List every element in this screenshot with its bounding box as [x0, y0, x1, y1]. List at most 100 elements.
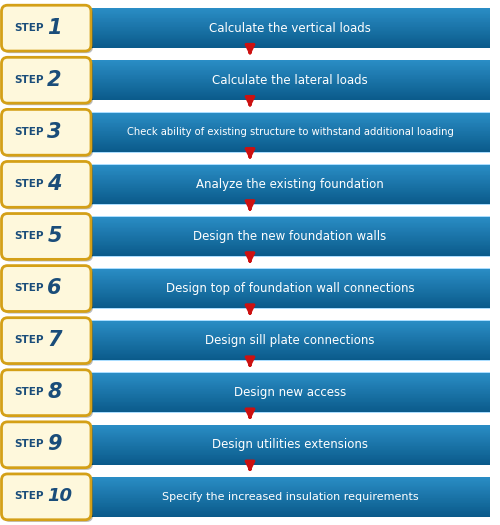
- Bar: [10, 355, 490, 356]
- Bar: [10, 250, 490, 251]
- Bar: [10, 356, 490, 357]
- Text: 1: 1: [47, 18, 62, 38]
- Text: STEP: STEP: [14, 231, 44, 241]
- Bar: [10, 234, 490, 235]
- Bar: [10, 11, 490, 12]
- Bar: [10, 327, 490, 328]
- Bar: [10, 65, 490, 66]
- Bar: [10, 333, 490, 334]
- Bar: [10, 96, 490, 97]
- Bar: [10, 202, 490, 203]
- Bar: [10, 332, 490, 333]
- Bar: [10, 116, 490, 117]
- Bar: [10, 174, 490, 175]
- Bar: [10, 406, 490, 407]
- Bar: [10, 138, 490, 139]
- Bar: [10, 401, 490, 402]
- Bar: [10, 335, 490, 336]
- Bar: [10, 290, 490, 291]
- Bar: [10, 511, 490, 512]
- Bar: [10, 33, 490, 34]
- Text: STEP: STEP: [14, 335, 44, 345]
- FancyBboxPatch shape: [2, 57, 91, 103]
- Bar: [10, 87, 490, 88]
- Bar: [10, 293, 490, 294]
- Bar: [10, 36, 490, 37]
- Bar: [10, 354, 490, 355]
- Bar: [10, 12, 490, 13]
- Bar: [10, 387, 490, 388]
- Bar: [10, 43, 490, 44]
- Bar: [10, 494, 490, 495]
- Bar: [10, 94, 490, 95]
- Bar: [10, 13, 490, 14]
- Bar: [10, 408, 490, 409]
- Bar: [10, 90, 490, 91]
- Bar: [10, 463, 490, 464]
- Bar: [10, 66, 490, 67]
- Bar: [10, 499, 490, 500]
- Bar: [10, 127, 490, 128]
- Text: 2: 2: [47, 70, 62, 90]
- Bar: [10, 301, 490, 302]
- Bar: [10, 99, 490, 100]
- Bar: [10, 134, 490, 135]
- FancyBboxPatch shape: [4, 268, 93, 313]
- Bar: [10, 229, 490, 230]
- Bar: [10, 307, 490, 308]
- Bar: [10, 168, 490, 169]
- Bar: [10, 25, 490, 26]
- Bar: [10, 487, 490, 488]
- Bar: [10, 395, 490, 396]
- Bar: [10, 449, 490, 450]
- Bar: [10, 187, 490, 188]
- Bar: [10, 219, 490, 220]
- Bar: [10, 372, 490, 373]
- Text: 4: 4: [47, 174, 62, 194]
- Bar: [10, 296, 490, 297]
- Bar: [10, 231, 490, 232]
- Bar: [10, 69, 490, 70]
- Bar: [10, 35, 490, 36]
- Bar: [10, 80, 490, 81]
- Bar: [10, 122, 490, 123]
- FancyBboxPatch shape: [2, 422, 91, 468]
- Bar: [10, 68, 490, 69]
- Text: 9: 9: [47, 434, 62, 454]
- Bar: [10, 308, 490, 309]
- Text: 5: 5: [47, 226, 62, 246]
- Bar: [10, 204, 490, 205]
- Bar: [10, 268, 490, 269]
- Bar: [10, 516, 490, 517]
- Bar: [10, 137, 490, 138]
- Bar: [10, 462, 490, 463]
- Bar: [10, 439, 490, 440]
- Bar: [10, 61, 490, 62]
- Bar: [10, 147, 490, 148]
- Bar: [10, 379, 490, 380]
- Bar: [10, 292, 490, 293]
- Bar: [10, 454, 490, 455]
- Bar: [10, 235, 490, 236]
- Bar: [10, 193, 490, 194]
- Text: STEP: STEP: [14, 127, 44, 137]
- Text: STEP: STEP: [14, 439, 44, 449]
- Bar: [10, 170, 490, 171]
- Bar: [10, 82, 490, 83]
- Bar: [10, 495, 490, 496]
- Bar: [10, 352, 490, 353]
- Bar: [10, 93, 490, 94]
- Bar: [10, 143, 490, 144]
- Bar: [10, 344, 490, 345]
- Bar: [10, 275, 490, 276]
- Bar: [10, 457, 490, 458]
- Bar: [10, 27, 490, 28]
- Bar: [10, 320, 490, 321]
- Bar: [10, 334, 490, 335]
- Bar: [10, 243, 490, 244]
- Bar: [10, 289, 490, 290]
- Bar: [10, 455, 490, 456]
- Bar: [10, 277, 490, 278]
- Bar: [10, 9, 490, 10]
- Bar: [10, 351, 490, 352]
